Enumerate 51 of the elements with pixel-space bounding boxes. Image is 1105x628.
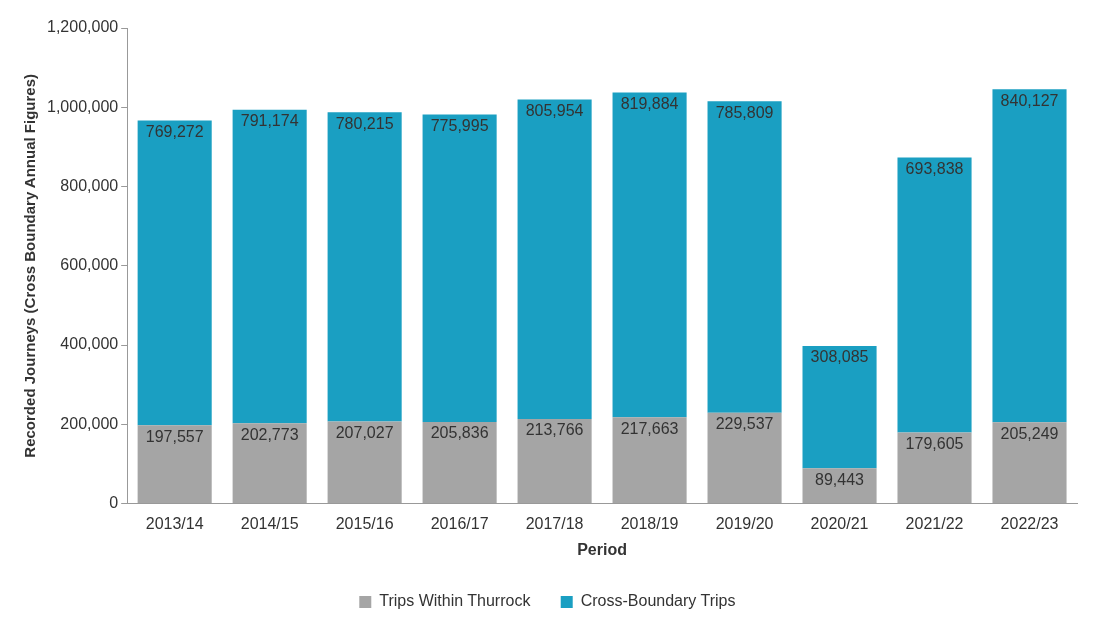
bar: [517, 99, 592, 419]
data-label: 791,174: [240, 112, 299, 130]
bar: [232, 109, 307, 424]
data-label: 207,027: [335, 423, 394, 441]
data-label: 840,127: [1000, 91, 1059, 109]
x-tick-label: 2017/18: [525, 514, 584, 532]
data-label: 197,557: [145, 427, 204, 445]
y-tick-label: 200,000: [60, 414, 119, 432]
x-tick-label: 2016/17: [430, 514, 489, 532]
legend-label: Trips Within Thurrock: [379, 592, 532, 610]
data-label: 217,663: [620, 419, 679, 437]
bar: [992, 89, 1067, 423]
bar: [612, 92, 687, 418]
bar: [897, 157, 972, 433]
y-tick-label: 800,000: [60, 176, 119, 194]
x-tick-label: 2019/20: [715, 514, 774, 532]
data-label: 308,085: [810, 348, 869, 366]
y-tick-label: 1,000,000: [46, 97, 119, 115]
x-tick-label: 2014/15: [240, 514, 299, 532]
x-tick-label: 2013/14: [145, 514, 204, 532]
data-label: 229,537: [715, 415, 774, 433]
data-label: 819,884: [620, 94, 679, 112]
data-label: 693,838: [905, 159, 964, 177]
data-label: 179,605: [905, 434, 964, 452]
data-label: 205,249: [1000, 424, 1059, 442]
data-label: 775,995: [430, 116, 489, 134]
y-tick-label: 600,000: [60, 256, 119, 274]
data-label: 202,773: [240, 425, 299, 443]
data-label: 785,809: [715, 103, 774, 121]
y-tick-label: 0: [109, 494, 119, 512]
data-label: 205,836: [430, 424, 489, 442]
bar: [137, 120, 212, 426]
bar: [327, 112, 402, 422]
data-label: 780,215: [335, 114, 394, 132]
x-tick-label: 2018/19: [620, 514, 679, 532]
x-tick-label: 2021/22: [905, 514, 964, 532]
x-tick-label: 2020/21: [810, 514, 869, 532]
y-axis-title: Recorded Journeys (Cross Boundary Annual Figures): [21, 73, 39, 458]
data-label: 213,766: [525, 421, 584, 439]
x-tick-label: 2022/23: [1000, 514, 1059, 532]
data-label: 89,443: [815, 470, 865, 488]
data-label: 805,954: [525, 101, 584, 119]
y-tick-label: 400,000: [60, 335, 119, 353]
bar: [422, 114, 497, 423]
legend-label: Cross-Boundary Trips: [580, 592, 736, 610]
x-axis-title: Period: [577, 540, 627, 558]
bar: [707, 101, 782, 413]
bar: [802, 346, 877, 469]
data-label: 769,272: [145, 122, 204, 140]
x-tick-label: 2015/16: [335, 514, 394, 532]
y-tick-label: 1,200,000: [46, 18, 119, 36]
